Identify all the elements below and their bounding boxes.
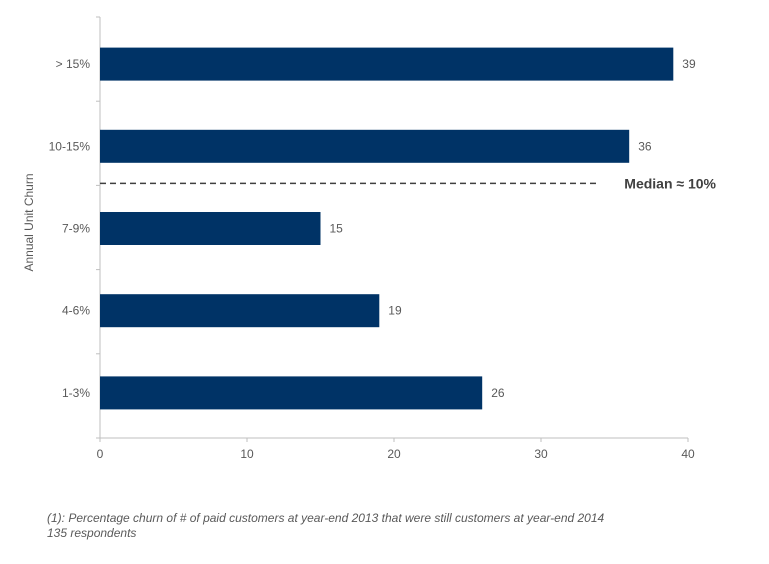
y-tick-label: 1-3% <box>62 386 90 400</box>
bar <box>100 212 321 245</box>
bar <box>100 294 380 328</box>
x-tick-label: 10 <box>240 447 254 461</box>
y-tick-label: 7-9% <box>62 222 90 236</box>
y-axis-title: Annual Unit Churn <box>22 173 36 271</box>
y-tick-label: 4-6% <box>62 304 90 318</box>
y-tick-label: > 15% <box>56 57 91 71</box>
x-tick-label: 0 <box>97 447 104 461</box>
labels: 0 10 20 30 40 > 15% 39 10-15% 36 7-9% 15 4-6% 19 1-3%… <box>49 57 696 461</box>
data-label: 26 <box>491 386 505 400</box>
data-label: 15 <box>330 222 344 236</box>
y-tick-label: 10-15% <box>49 139 91 153</box>
data-label: 19 <box>388 304 402 318</box>
bar-chart: 0 10 20 30 40 > 15% 39 10-15% 36 7-9% 15 4-6% 19 1-3%… <box>22 16 717 461</box>
bar <box>100 376 483 410</box>
data-label: 39 <box>682 57 696 71</box>
footnote: (1): Percentage churn of # of paid custo… <box>47 511 747 541</box>
median-label: Median ≈ 10% <box>624 175 716 191</box>
bars <box>100 47 674 410</box>
x-tick-label: 20 <box>387 447 401 461</box>
bar <box>100 47 674 81</box>
x-tick-label: 40 <box>681 447 695 461</box>
footnote-line-2: 135 respondents <box>47 526 137 540</box>
data-label: 36 <box>638 139 652 153</box>
footnote-line-1: (1): Percentage churn of # of paid custo… <box>47 511 605 525</box>
x-tick-label: 30 <box>534 447 548 461</box>
bar <box>100 129 630 163</box>
